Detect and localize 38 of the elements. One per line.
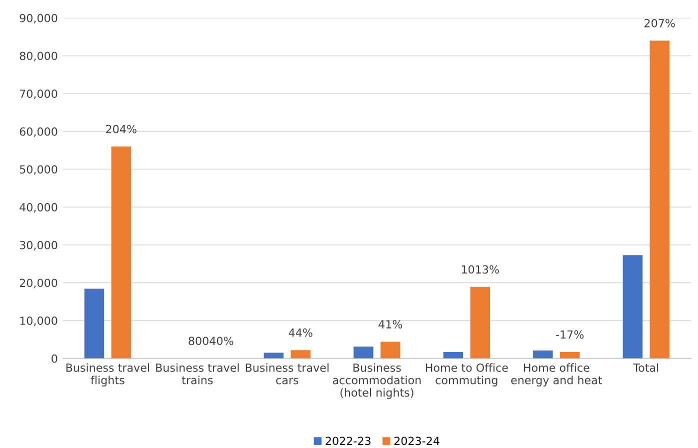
y-tick-label: 40,000 xyxy=(20,203,58,213)
x-tick-label: Total xyxy=(633,363,658,372)
bar xyxy=(470,286,490,358)
y-tick-label: 90,000 xyxy=(20,14,58,24)
annotation: 1013% xyxy=(462,265,499,274)
annotation: 207% xyxy=(644,18,675,28)
bar xyxy=(650,40,670,358)
x-tick-label: Business travel trains xyxy=(156,363,239,384)
y-tick-label: 60,000 xyxy=(20,127,58,137)
y-tick-label: 10,000 xyxy=(20,316,58,326)
legend-label: 2022-23 xyxy=(326,436,370,446)
x-tick-label: Business travel cars xyxy=(246,363,329,384)
bar xyxy=(354,346,374,358)
y-tick-label: 30,000 xyxy=(20,240,58,250)
bar xyxy=(560,352,580,358)
annotation: 204% xyxy=(106,124,136,134)
y-tick-label: 70,000 xyxy=(20,90,58,100)
bar xyxy=(533,350,553,358)
bar xyxy=(443,352,464,358)
annotation: 41% xyxy=(378,320,402,328)
y-tick-label: 80,000 xyxy=(20,52,58,62)
y-tick-label: 20,000 xyxy=(20,278,58,288)
bar xyxy=(380,342,400,358)
bar xyxy=(622,255,643,358)
bar xyxy=(111,146,132,358)
y-tick-label: 0 xyxy=(52,354,58,363)
bar xyxy=(264,352,284,358)
bar xyxy=(290,350,311,358)
x-tick-label: Home office energy and heat xyxy=(511,363,602,386)
annotation: 80040% xyxy=(188,336,234,346)
legend-label: 2023-24 xyxy=(394,436,440,446)
annotation: 44% xyxy=(288,328,312,337)
x-tick-label: Business travel flights xyxy=(66,363,150,386)
x-tick-label: Home to Office commuting xyxy=(426,363,508,386)
y-tick-label: 50,000 xyxy=(20,165,58,175)
x-tick-label: Business accommodation (hotel nights) xyxy=(332,363,421,399)
bar xyxy=(84,288,104,358)
annotation: -17% xyxy=(556,330,584,339)
